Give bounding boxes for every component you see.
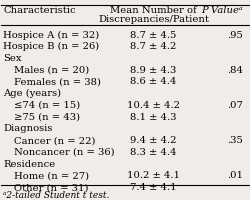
- Text: ᵃ2-tailed Student t test.: ᵃ2-tailed Student t test.: [3, 190, 110, 199]
- Text: Females (n = 38): Females (n = 38): [14, 77, 101, 86]
- Text: Hospice A (n = 32): Hospice A (n = 32): [3, 30, 100, 39]
- Text: 9.4 ± 4.2: 9.4 ± 4.2: [130, 136, 177, 144]
- Text: .84: .84: [227, 65, 243, 74]
- Text: 8.3 ± 4.4: 8.3 ± 4.4: [130, 147, 177, 156]
- Text: 10.2 ± 4.1: 10.2 ± 4.1: [127, 171, 180, 180]
- Text: Noncancer (n = 36): Noncancer (n = 36): [14, 147, 115, 156]
- Text: Cancer (n = 22): Cancer (n = 22): [14, 136, 96, 144]
- Text: Mean Number of: Mean Number of: [110, 5, 197, 14]
- Text: .95: .95: [227, 30, 243, 39]
- Text: .01: .01: [227, 171, 243, 180]
- Text: 8.7 ± 4.5: 8.7 ± 4.5: [130, 30, 177, 39]
- Text: ≥75 (n = 43): ≥75 (n = 43): [14, 112, 80, 121]
- Text: Discrepancies/Patient: Discrepancies/Patient: [98, 15, 209, 24]
- Text: Other (n = 31): Other (n = 31): [14, 182, 89, 191]
- Text: .35: .35: [227, 136, 243, 144]
- Text: 8.7 ± 4.2: 8.7 ± 4.2: [130, 42, 177, 51]
- Text: 8.9 ± 4.3: 8.9 ± 4.3: [130, 65, 177, 74]
- Text: 8.1 ± 4.3: 8.1 ± 4.3: [130, 112, 177, 121]
- Text: 10.4 ± 4.2: 10.4 ± 4.2: [127, 100, 180, 109]
- Text: Characteristic: Characteristic: [3, 6, 76, 15]
- Text: Diagnosis: Diagnosis: [3, 124, 52, 133]
- Text: 7.4 ± 4.1: 7.4 ± 4.1: [130, 182, 177, 191]
- Text: 8.6 ± 4.4: 8.6 ± 4.4: [130, 77, 177, 86]
- Text: Hospice B (n = 26): Hospice B (n = 26): [3, 42, 100, 51]
- Text: Home (n = 27): Home (n = 27): [14, 171, 90, 180]
- Text: Age (years): Age (years): [3, 89, 61, 98]
- Text: ≤74 (n = 15): ≤74 (n = 15): [14, 100, 80, 109]
- Text: Residence: Residence: [3, 159, 56, 168]
- Text: .07: .07: [227, 100, 243, 109]
- Text: Males (n = 20): Males (n = 20): [14, 65, 90, 74]
- Text: Sex: Sex: [3, 54, 22, 63]
- Text: P Valueᵃ: P Valueᵃ: [202, 6, 243, 15]
